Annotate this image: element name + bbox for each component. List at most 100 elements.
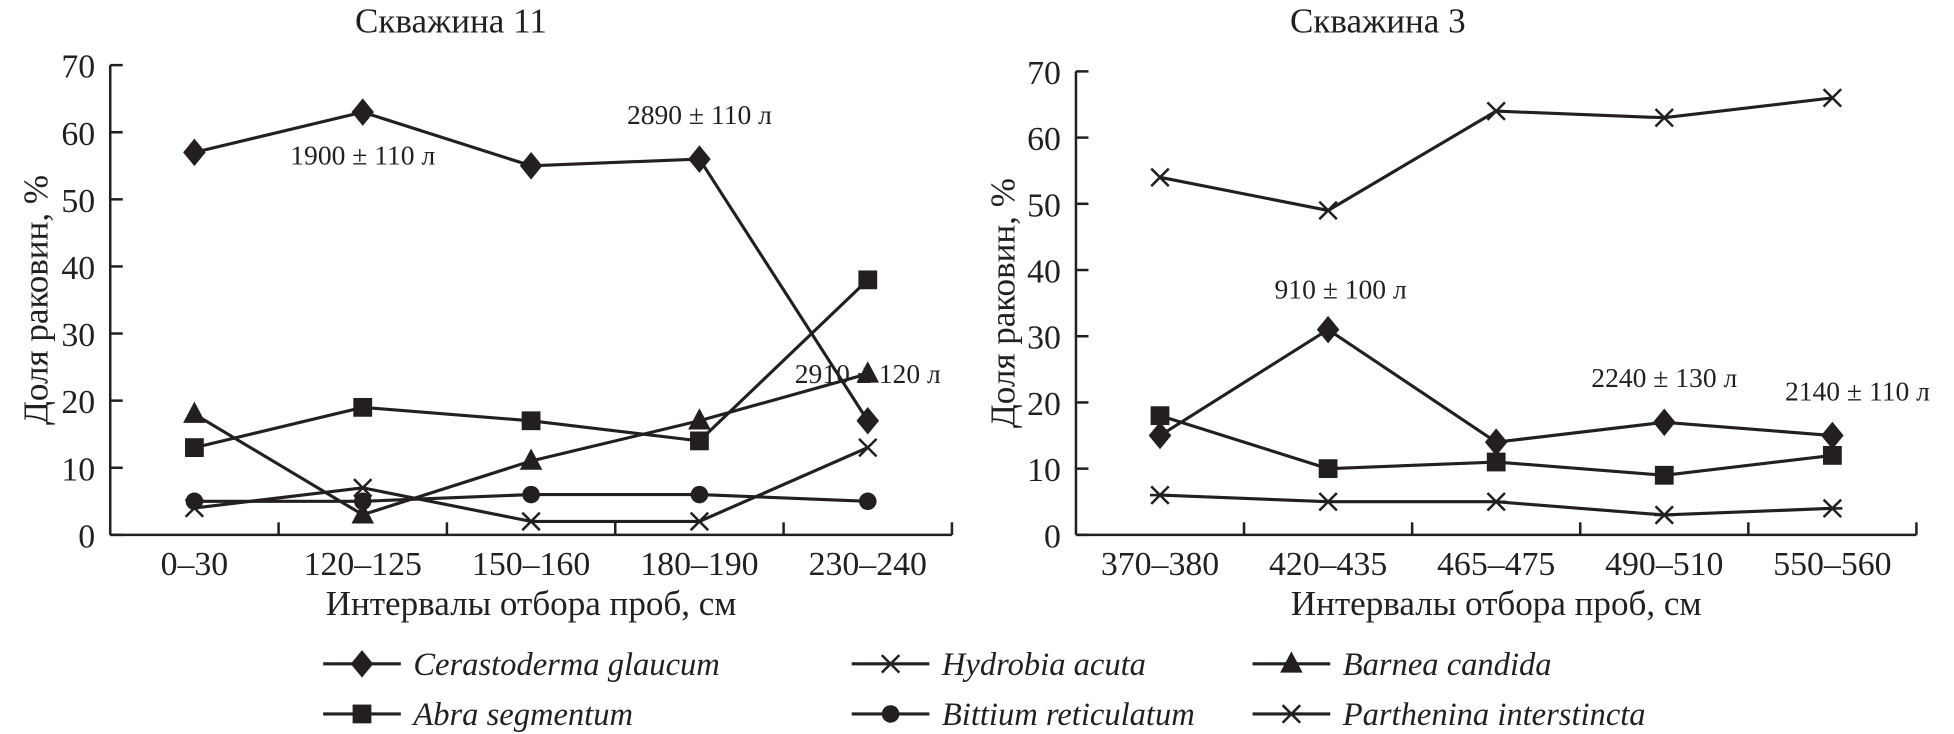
chart-panel-1: Скважина 3 0 10 20 30 40 50 60 70 370–380 420–435 4… [983,2,1930,623]
y-tick-label: 60 [1027,121,1061,158]
x-marker [1318,200,1338,221]
square-marker [1318,459,1338,479]
x-tick-label: 370–380 [1101,546,1219,583]
asterisk-marker [1486,492,1507,512]
legend-item: Hydrobia acuta [851,647,1146,683]
series-line [1159,493,1833,517]
diamond-marker [350,650,374,678]
legend-item: Bittium reticulatum [851,697,1195,733]
square-marker [352,704,372,724]
y-tick-label: 40 [61,250,95,287]
y-tick-label: 10 [1027,452,1061,489]
triangle-marker [351,502,375,524]
x-marker [1822,88,1843,108]
square-marker [521,411,541,431]
y-tick-label: 20 [61,384,95,421]
x-tick-label: 230–240 [809,546,927,583]
diamond-marker [183,138,206,167]
chart-panel-0: Скважина 11 0 10 20 30 40 50 60 70 0–30 120–125 150… [16,2,954,623]
y-tick-label: 40 [1027,254,1061,291]
y-axis-label: Доля раковин, % [16,175,55,425]
x-marker [353,478,373,498]
legend: Cerastoderma glaucum Hydrobia acuta Barnea… [323,647,1646,733]
legend-item: Barnea candida [1252,647,1552,683]
diamond-marker [1148,421,1172,450]
legend-label: Hydrobia acuta [941,647,1146,683]
triangle-marker [519,448,543,470]
x-tick-label: 0–30 [161,546,229,583]
legend-label: Parthenina interstincta [1342,697,1646,733]
date-annotation: 1900 ± 110 л [290,140,435,171]
x-marker [521,511,541,532]
circle-marker [690,485,709,504]
legend-label: Abra segmentum [411,697,633,733]
legend-item: Abra segmentum [323,697,633,733]
series-cerastoderma-glaucum [1148,315,1844,456]
x-marker [880,654,901,674]
diamond-marker [1484,428,1508,456]
diamond-marker [1653,408,1676,437]
x-marker [689,511,710,532]
y-tick-label: 50 [1027,187,1061,224]
square-marker [858,270,878,290]
series-abra-segmentum [185,270,878,458]
asterisk-marker [1281,704,1302,724]
date-annotation: 2890 ± 110 л [627,99,772,130]
x-tick-label: 490–510 [1605,546,1723,583]
legend-label: Barnea candida [1343,647,1552,683]
y-tick-label: 0 [78,518,95,555]
diamond-marker [351,98,375,126]
x-marker [858,437,878,458]
circle-marker [185,492,204,511]
x-marker [1486,101,1506,121]
chart-title: Скважина 11 [355,2,547,41]
date-annotation: 2140 ± 110 л [1785,375,1930,406]
circle-marker [859,492,877,511]
x-axis-label: Интервалы отбора проб, см [326,584,737,623]
series-abra-segmentum [1150,406,1842,485]
asterisk-marker [1822,498,1843,519]
legend-item: Cerastoderma glaucum [323,647,720,683]
circle-marker [881,705,900,723]
y-tick-label: 50 [61,183,95,220]
diamond-marker [688,145,711,173]
square-marker [1486,452,1506,472]
date-annotation: 910 ± 100 л [1275,273,1407,304]
asterisk-marker [1149,485,1171,505]
x-tick-label: 180–190 [640,546,758,583]
series-bittium-reticulatum [185,485,877,511]
y-tick-label: 60 [61,116,95,153]
y-tick-label: 70 [61,49,95,86]
y-tick-label: 30 [1027,320,1061,357]
legend-label: Cerastoderma glaucum [413,647,719,683]
x-marker [1150,167,1170,187]
series-line [1159,96,1833,213]
triangle-marker [856,361,880,383]
square-marker [1150,406,1170,426]
legend-item: Parthenina interstincta [1252,697,1646,733]
legend-label: Bittium reticulatum [942,697,1195,733]
series-parthenina-interstincta [1149,485,1843,525]
asterisk-marker [1318,492,1339,512]
x-tick-label: 120–125 [304,546,422,583]
y-tick-label: 20 [1027,386,1061,423]
diamond-marker [856,406,880,435]
square-marker [1822,446,1842,465]
asterisk-marker [1654,505,1675,525]
diamond-marker [1821,421,1844,450]
date-annotation: 2240 ± 130 л [1591,362,1737,393]
x-tick-label: 465–475 [1437,546,1555,583]
diamond-marker [519,152,543,180]
triangle-marker [688,408,711,430]
y-axis-label: Доля раковин, % [983,178,1022,428]
y-tick-label: 30 [61,317,95,354]
square-marker [1654,465,1674,485]
x-marker [1654,108,1674,128]
x-tick-label: 150–160 [472,546,590,583]
x-axis-label: Интервалы отбора проб, см [1291,584,1702,623]
x-tick-label: 420–435 [1269,546,1387,583]
y-tick-label: 10 [61,451,95,488]
circle-marker [522,485,540,504]
chart-title: Скважина 3 [1290,2,1466,41]
